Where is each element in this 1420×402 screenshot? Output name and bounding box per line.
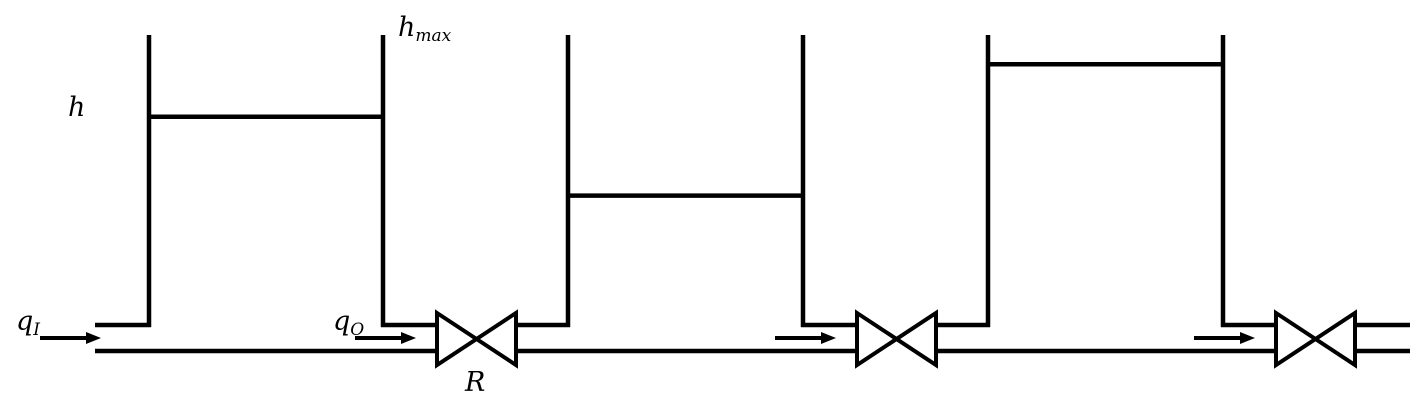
flow-arrow-2-head — [821, 332, 836, 344]
tank-3 — [985, 35, 1226, 327]
label-r: R — [464, 367, 485, 398]
valve-2-symbol — [855, 309, 938, 369]
label-hmax-base: h — [398, 12, 415, 43]
label-hmax-sub: max — [415, 26, 451, 46]
label-qi: qI — [16, 306, 40, 340]
flow-arrow-1-head — [401, 332, 416, 344]
label-qo-sub: O — [350, 320, 364, 340]
flow-arrow-2 — [775, 332, 836, 344]
label-hmax: hmax — [398, 12, 452, 46]
label-qi-base: q — [16, 306, 33, 337]
valve-1-symbol — [435, 309, 518, 369]
valve-3-symbol — [1274, 309, 1357, 369]
tank-2 — [565, 35, 806, 327]
flow-arrow-inlet — [40, 332, 101, 344]
label-qi-sub: I — [32, 320, 40, 340]
flow-arrow-3 — [1194, 332, 1255, 344]
label-h: h — [68, 92, 85, 123]
flow-arrow-inlet-head — [86, 332, 101, 344]
label-h-base: h — [68, 92, 85, 123]
tank-1 — [146, 35, 386, 327]
valve-3 — [1274, 309, 1357, 369]
label-qo-base: q — [333, 306, 350, 337]
label-r-base: R — [464, 367, 485, 398]
valve-1 — [435, 309, 518, 369]
valve-2 — [855, 309, 938, 369]
flow-arrow-3-head — [1240, 332, 1255, 344]
flow-arrow-1 — [355, 332, 416, 344]
label-qo: qO — [333, 306, 364, 340]
